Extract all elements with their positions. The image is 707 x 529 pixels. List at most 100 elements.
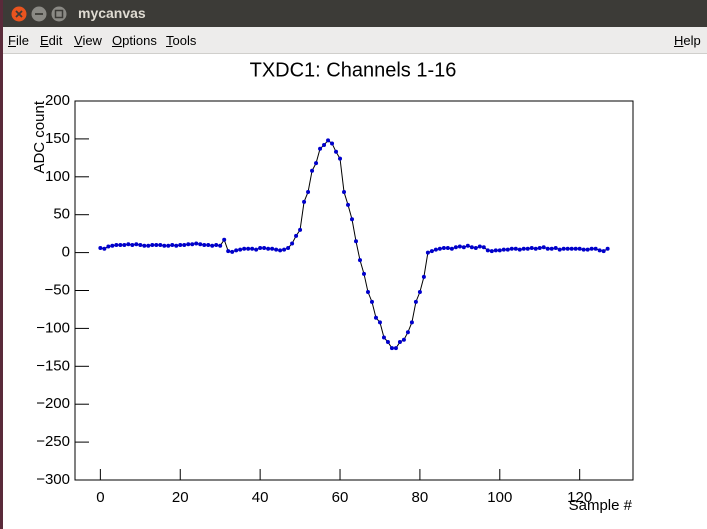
x-tick-label: 60 <box>332 489 349 506</box>
data-point <box>361 271 366 276</box>
data-point <box>154 243 159 248</box>
data-point <box>449 246 454 251</box>
data-point <box>597 248 602 253</box>
data-point <box>318 146 323 151</box>
y-tick-label: 0 <box>62 244 70 261</box>
data-point <box>262 246 267 251</box>
data-point <box>521 246 526 251</box>
data-point <box>365 290 370 295</box>
data-point <box>206 243 211 248</box>
data-point <box>553 246 558 251</box>
maximize-icon <box>54 9 64 19</box>
title-bar: mycanvas <box>0 0 707 27</box>
data-point <box>533 246 538 251</box>
data-point <box>461 245 466 250</box>
data-point <box>485 248 490 253</box>
data-point <box>178 243 183 248</box>
data-point <box>286 246 291 251</box>
data-point <box>501 247 506 252</box>
data-point <box>537 246 542 251</box>
data-point <box>477 244 482 249</box>
data-point <box>238 247 243 252</box>
chart: TXDC1: Channels 1-16 Sample # ADC count … <box>31 59 634 514</box>
data-point <box>106 244 111 249</box>
data-point <box>605 246 610 251</box>
x-tick-label: 40 <box>252 489 269 506</box>
data-point <box>453 245 458 250</box>
data-point <box>505 247 510 252</box>
data-point <box>509 246 514 251</box>
data-point <box>585 247 590 252</box>
data-point <box>581 247 586 252</box>
data-point <box>130 243 135 248</box>
data-point <box>457 244 462 249</box>
data-point <box>377 320 382 325</box>
data-point <box>234 248 239 253</box>
data-point <box>342 189 347 194</box>
plot-frame <box>74 100 634 481</box>
data-point <box>322 142 327 147</box>
data-point <box>298 227 303 232</box>
data-point <box>334 149 339 154</box>
data-point <box>465 243 470 248</box>
data-point <box>270 246 275 251</box>
x-tick-label: 120 <box>567 489 592 506</box>
data-point <box>577 246 582 251</box>
data-point <box>441 246 446 251</box>
menu-bar: File Edit View Options Tools Help <box>0 27 707 54</box>
data-point <box>409 320 414 325</box>
data-point <box>182 243 187 248</box>
data-point <box>493 248 498 253</box>
data-point <box>517 247 522 252</box>
data-point <box>357 258 362 263</box>
data-point <box>557 247 562 252</box>
data-point <box>529 246 534 251</box>
data-point <box>170 243 175 248</box>
data-point <box>110 243 115 248</box>
data-point <box>573 246 578 251</box>
data-point <box>306 189 311 194</box>
data-point <box>210 243 215 248</box>
data-point <box>190 242 195 247</box>
window-title: mycanvas <box>78 5 146 21</box>
data-point <box>214 243 219 248</box>
x-tick-label: 80 <box>412 489 429 506</box>
data-point <box>314 161 319 166</box>
data-point <box>158 243 163 248</box>
data-point <box>230 249 235 254</box>
maximize-button[interactable] <box>51 6 67 22</box>
menu-item[interactable]: Help <box>674 33 701 48</box>
data-point <box>174 243 179 248</box>
menu-item[interactable]: View <box>74 33 102 48</box>
data-point <box>126 242 131 247</box>
data-point <box>565 246 570 251</box>
data-point <box>421 274 426 279</box>
menu-item[interactable]: Edit <box>40 33 63 48</box>
data-point <box>146 243 151 248</box>
close-icon <box>15 10 23 18</box>
y-tick-label: −200 <box>36 395 70 412</box>
data-point <box>186 242 191 247</box>
data-point <box>385 340 390 345</box>
data-point <box>218 243 223 248</box>
data-point <box>346 202 351 207</box>
data-point <box>138 243 143 248</box>
data-point <box>437 246 442 251</box>
data-point <box>549 246 554 251</box>
data-point <box>389 346 394 351</box>
data-point <box>258 246 263 251</box>
menu-item[interactable]: Options <box>112 33 157 48</box>
data-point <box>326 138 331 143</box>
data-point <box>150 243 155 248</box>
data-point <box>353 239 358 244</box>
data-point <box>469 245 474 250</box>
data-point <box>425 250 430 255</box>
menu-item[interactable]: Tools <box>166 33 197 48</box>
data-point <box>194 241 199 246</box>
data-point <box>254 247 259 252</box>
data-point <box>417 290 422 295</box>
menu-item[interactable]: File <box>8 33 29 48</box>
data-point <box>114 243 119 248</box>
data-point <box>541 245 546 250</box>
